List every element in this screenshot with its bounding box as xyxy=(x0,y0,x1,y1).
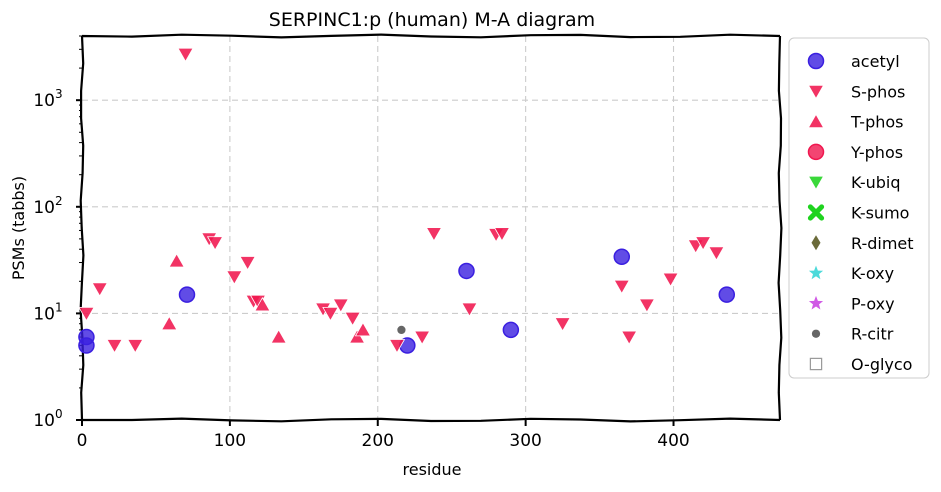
point-s-phos xyxy=(332,298,349,313)
x-tick-label: 100 xyxy=(214,431,246,451)
legend-label-y-phos: Y-phos xyxy=(850,143,903,162)
legend-marker-p-oxy xyxy=(808,295,824,310)
legend-marker-k-ubiq xyxy=(807,175,825,191)
legend-label-r-citr: R-citr xyxy=(851,325,894,344)
legend-marker-r-dimet xyxy=(811,235,821,251)
point-acetyl xyxy=(458,262,475,280)
legend-marker-s-phos xyxy=(807,84,825,100)
point-s-phos xyxy=(694,236,712,251)
legend-marker-y-phos xyxy=(807,143,825,161)
legend-label-t-phos: T-phos xyxy=(850,113,904,132)
point-t-phos xyxy=(254,297,271,312)
point-s-phos xyxy=(708,246,725,261)
legend-label-k-ubiq: K-ubiq xyxy=(851,173,900,192)
x-tick-label: 0 xyxy=(77,431,88,451)
point-s-phos xyxy=(638,298,656,313)
legend-label-k-oxy: K-oxy xyxy=(851,264,894,283)
point-s-phos xyxy=(613,279,630,295)
y-tick-label: 101 xyxy=(33,300,62,324)
point-s-phos xyxy=(177,47,194,63)
y-tick-label: 103 xyxy=(33,87,62,111)
point-s-phos xyxy=(91,282,108,297)
point-acetyl xyxy=(502,321,520,339)
point-t-phos xyxy=(348,329,366,344)
legend-marker-acetyl xyxy=(807,52,825,70)
point-s-phos xyxy=(106,339,123,354)
x-tick-label: 300 xyxy=(509,431,541,451)
point-s-phos xyxy=(206,236,224,251)
data-points xyxy=(78,47,736,354)
y-tick-label: 100 xyxy=(33,407,62,431)
point-acetyl xyxy=(78,337,95,354)
legend-label-p-oxy: P-oxy xyxy=(851,294,895,313)
legend-label-o-glyco: O-glyco xyxy=(851,355,912,374)
legend-marker-o-glyco xyxy=(809,357,823,371)
point-t-phos xyxy=(354,321,372,337)
point-s-phos xyxy=(662,272,679,287)
legend-label-r-dimet: R-dimet xyxy=(851,234,914,253)
legend: acetyl S-phos T-phos Y-phos K-ubiq K-sumo R-di… xyxy=(788,37,930,379)
chart-title: SERPINC1:p (human) M-A diagram xyxy=(269,9,595,31)
point-s-phos xyxy=(127,339,144,354)
point-s-phos xyxy=(461,302,478,317)
point-s-phos xyxy=(413,330,431,345)
point-acetyl xyxy=(178,286,196,303)
legend-marker-r-citr xyxy=(811,329,821,338)
legend-marker-k-oxy xyxy=(808,265,824,280)
point-s-phos xyxy=(388,339,406,354)
grid xyxy=(82,36,780,420)
axes: 0 100 200 300 400 100 101 102 103 xyxy=(33,35,690,451)
point-s-phos xyxy=(239,256,256,271)
y-tick-label: 102 xyxy=(33,194,62,218)
point-t-phos xyxy=(161,315,178,331)
point-s-phos xyxy=(226,270,243,285)
point-r-citr xyxy=(397,325,406,335)
point-s-phos xyxy=(322,306,339,322)
x-tick-label: 200 xyxy=(362,431,394,451)
point-t-phos xyxy=(270,329,287,344)
plot-frame xyxy=(79,33,783,423)
legend-marker-k-sumo xyxy=(807,204,825,221)
y-axis-label: PSMs (tabbs) xyxy=(9,176,28,280)
point-s-phos xyxy=(493,227,511,242)
x-tick-label: 400 xyxy=(657,431,689,451)
x-axis-label: residue xyxy=(403,460,462,479)
point-acetyl xyxy=(718,286,736,303)
legend-box xyxy=(788,37,930,379)
point-s-phos xyxy=(620,330,638,345)
point-acetyl xyxy=(613,248,631,265)
point-s-phos xyxy=(78,306,95,322)
legend-label-k-sumo: K-sumo xyxy=(851,204,909,223)
point-t-phos xyxy=(168,253,185,268)
legend-marker-t-phos xyxy=(807,113,825,128)
point-s-phos xyxy=(425,227,443,242)
legend-label-acetyl: acetyl xyxy=(851,52,900,71)
point-s-phos xyxy=(344,311,361,327)
legend-label-s-phos: S-phos xyxy=(851,82,905,101)
point-s-phos xyxy=(554,317,571,332)
